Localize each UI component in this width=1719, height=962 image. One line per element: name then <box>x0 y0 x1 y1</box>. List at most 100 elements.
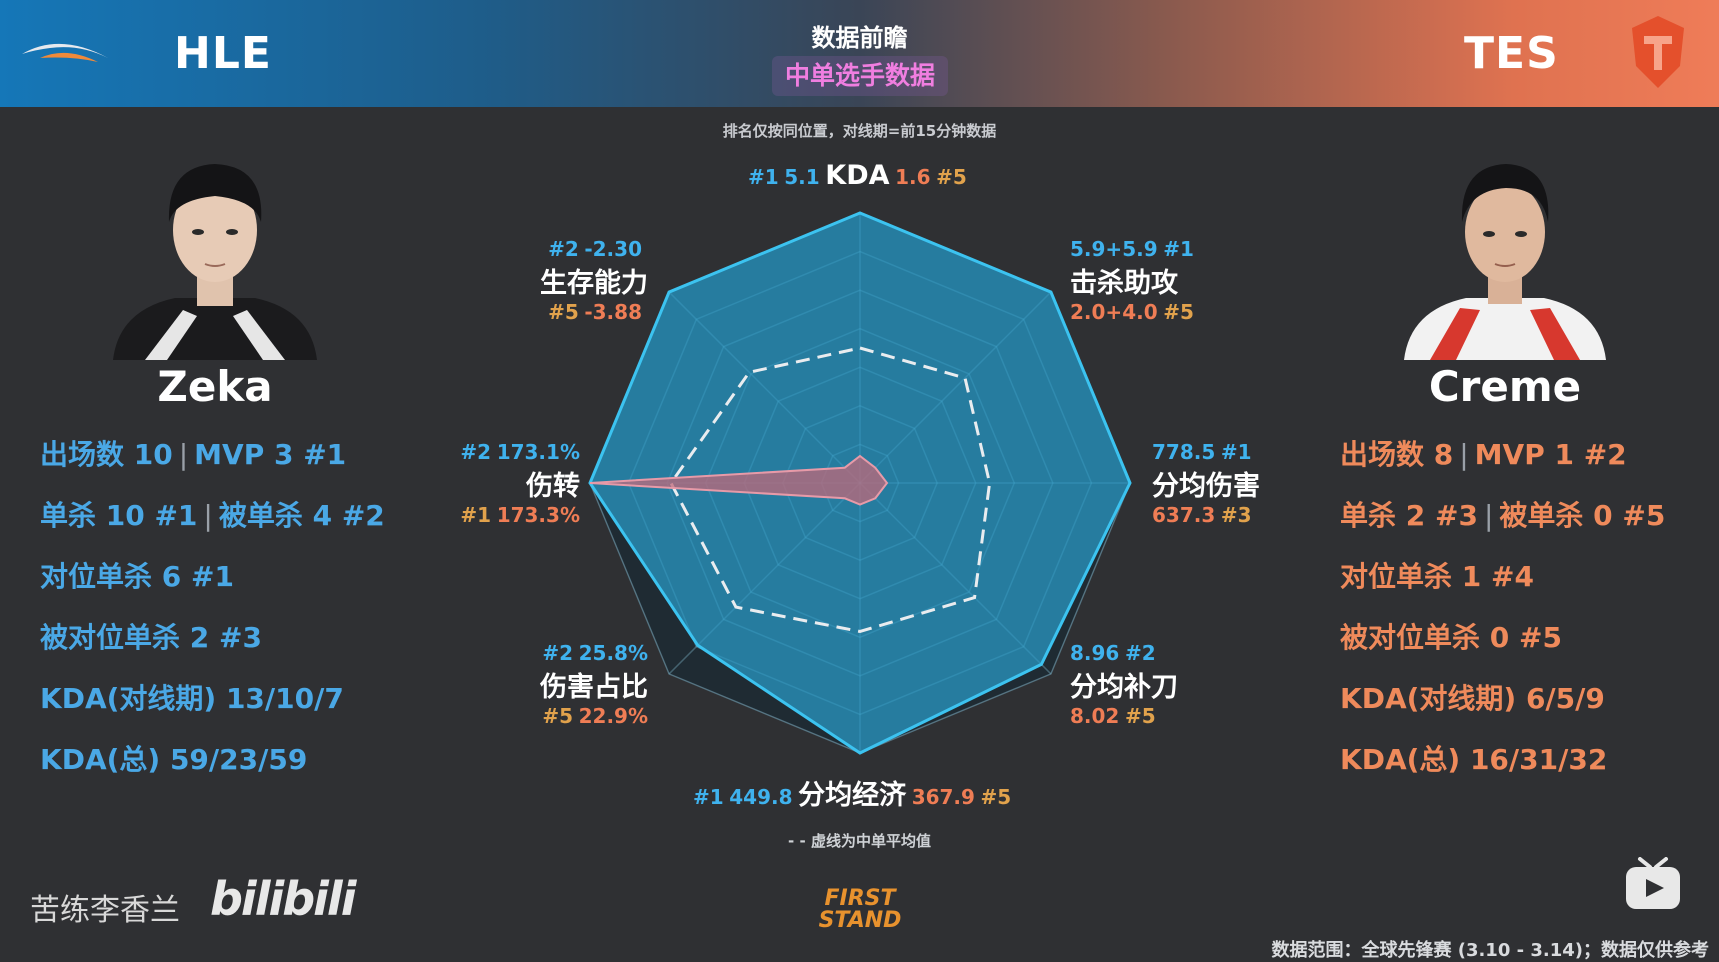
creme-value: 367.9 <box>911 785 975 809</box>
axis-name: 击杀助攻 <box>1070 268 1178 299</box>
creme-value: 22.9% <box>578 704 648 728</box>
stat-solo-killed: 被单杀 0 #5 <box>1499 499 1666 532</box>
creme-rank: #5 <box>980 785 1012 809</box>
axis-label-damage-share: #2 25.8% 伤害占比 #5 22.9% <box>528 641 648 728</box>
stat-lane-solo-killed: 被对位单杀 0 #5 <box>1340 621 1562 654</box>
creme-value: -3.88 <box>584 300 642 324</box>
stat-solo-killed: 被单杀 4 #2 <box>218 499 385 532</box>
stat-row: 被对位单杀 2 #3 <box>40 618 385 679</box>
creme-rank: #5 <box>542 704 574 728</box>
zeka-rank: #2 <box>542 641 574 665</box>
hle-logo-icon <box>22 43 108 62</box>
zeka-value: 5.1 <box>784 165 820 189</box>
zeka-value: 449.8 <box>729 785 793 809</box>
header-bar: HLE 数据前瞻 中单选手数据 TES <box>0 0 1719 107</box>
creme-value: 173.3% <box>496 503 580 527</box>
stat-kda-total: KDA(总) 59/23/59 <box>40 743 308 776</box>
axis-label-damage-conversion: #2 173.1% 伤转 #1 173.3% <box>460 440 580 527</box>
divider: | <box>203 499 213 532</box>
divider: | <box>1483 499 1494 532</box>
creme-value: 1.6 <box>895 165 931 189</box>
stat-kda-laning: KDA(对线期) 13/10/7 <box>40 682 344 715</box>
right-player-stats: 出场数 8 | MVP 1 #2 单杀 2 #3 | 被单杀 0 #5 对位单杀 1 #… <box>1340 435 1665 801</box>
stat-row: 对位单杀 6 #1 <box>40 557 385 618</box>
page-subtitle: 中单选手数据 <box>772 56 948 96</box>
axis-label-cs-per-min: 8.96 #2 分均补刀 8.02 #5 <box>1070 641 1178 728</box>
stat-kda-total: KDA(总) 16/31/32 <box>1340 743 1608 776</box>
creme-rank: #1 <box>460 503 492 527</box>
creme-rank: #5 <box>1163 300 1194 324</box>
creme-value: 8.02 <box>1070 704 1120 728</box>
zeka-value: 778.5 <box>1152 440 1216 464</box>
stat-solo-kills: 单杀 2 #3 <box>1340 499 1478 532</box>
stat-row: 单杀 10 #1 | 被单杀 4 #2 <box>40 496 385 557</box>
axis-name: KDA <box>825 160 890 191</box>
creme-photo <box>1404 164 1606 360</box>
ranking-note: 排名仅按同位置，对线期=前15分钟数据 <box>722 122 997 140</box>
creme-value: 2.0+4.0 <box>1070 300 1158 324</box>
tes-logo-icon <box>1632 16 1684 88</box>
stat-games: 出场数 8 <box>1340 438 1454 471</box>
watermark-text: 苦练李香兰 <box>30 893 180 928</box>
stat-row: KDA(对线期) 13/10/7 <box>40 679 385 740</box>
stat-row: KDA(总) 16/31/32 <box>1340 740 1665 801</box>
right-player-name: Creme <box>1428 362 1582 411</box>
stat-mvp: MVP 3 #1 <box>194 438 347 471</box>
bilibili-logo: bilibili <box>210 872 356 926</box>
tv-play-icon <box>1626 857 1680 909</box>
zeka-rank: #1 <box>1163 237 1194 261</box>
left-player-name: Zeka <box>157 362 273 411</box>
zeka-rank: #1 <box>693 785 724 809</box>
stat-row: 被对位单杀 0 #5 <box>1340 618 1665 679</box>
axis-label-kills-assists: 5.9+5.9 #1 击杀助攻 2.0+4.0 #5 <box>1070 237 1194 324</box>
axis-label-survival: #2 -2.30 生存能力 #5 -3.88 <box>540 237 648 324</box>
data-range-note: 数据范围：全球先锋赛 (3.10 - 3.14)；数据仅供参考 <box>1271 940 1709 961</box>
divider: | <box>178 438 189 471</box>
zeka-rank: #2 <box>1124 641 1156 665</box>
stat-mvp: MVP 1 #2 <box>1474 438 1627 471</box>
creme-rank: #5 <box>936 165 967 189</box>
stat-lane-solo-killed: 被对位单杀 2 #3 <box>40 621 262 654</box>
axis-name: 分均伤害 <box>1152 471 1260 502</box>
average-legend-note: - - 虚线为中单平均值 <box>788 832 931 850</box>
first-stand-logo: FIRST STAND <box>818 886 902 933</box>
axis-name: 生存能力 <box>540 268 648 299</box>
zeka-rank: #1 <box>1220 440 1252 464</box>
stat-row: KDA(总) 59/23/59 <box>40 740 385 801</box>
creme-value: 637.3 <box>1152 503 1216 527</box>
stat-solo-kills: 单杀 10 #1 <box>40 499 198 532</box>
axis-label-gold-per-min: #1 449.8 分均经济 367.9 #5 <box>693 773 1011 812</box>
stat-row: 单杀 2 #3 | 被单杀 0 #5 <box>1340 496 1665 557</box>
stat-lane-solo-kills: 对位单杀 6 #1 <box>40 560 234 593</box>
axis-name: 伤转 <box>526 471 580 502</box>
zeka-rank: #2 <box>548 237 579 261</box>
zeka-value: 25.8% <box>578 641 648 665</box>
stat-row: 出场数 10 | MVP 3 #1 <box>40 435 385 496</box>
zeka-value: 173.1% <box>496 440 580 464</box>
stat-games: 出场数 10 <box>40 438 173 471</box>
zeka-value: 8.96 <box>1070 641 1120 665</box>
stat-row: KDA(对线期) 6/5/9 <box>1340 679 1665 740</box>
axis-name: 分均经济 <box>798 780 907 811</box>
page-title: 数据前瞻 <box>811 24 908 52</box>
right-team-name: TES <box>1464 28 1559 79</box>
stat-lane-solo-kills: 对位单杀 1 #4 <box>1340 560 1534 593</box>
zeka-value: 5.9+5.9 <box>1070 237 1158 261</box>
divider: | <box>1459 438 1469 471</box>
stat-row: 出场数 8 | MVP 1 #2 <box>1340 435 1665 496</box>
creme-rank: #5 <box>1124 704 1156 728</box>
stat-row: 对位单杀 1 #4 <box>1340 557 1665 618</box>
axis-name: 伤害占比 <box>540 672 648 703</box>
zeka-value: -2.30 <box>584 237 642 261</box>
left-player-stats: 出场数 10 | MVP 3 #1 单杀 10 #1 | 被单杀 4 #2 对位单杀 6… <box>40 435 385 801</box>
zeka-photo <box>113 164 317 360</box>
axis-label-damage-per-min: 778.5 #1 分均伤害 637.3 #3 <box>1152 440 1260 527</box>
series-creme-area <box>589 454 889 506</box>
creme-rank: #3 <box>1220 503 1252 527</box>
average-dashed-line <box>669 346 992 634</box>
zeka-rank: #2 <box>460 440 492 464</box>
creme-rank: #5 <box>548 300 579 324</box>
zeka-rank: #1 <box>748 165 779 189</box>
stat-kda-laning: KDA(对线期) 6/5/9 <box>1340 682 1605 715</box>
